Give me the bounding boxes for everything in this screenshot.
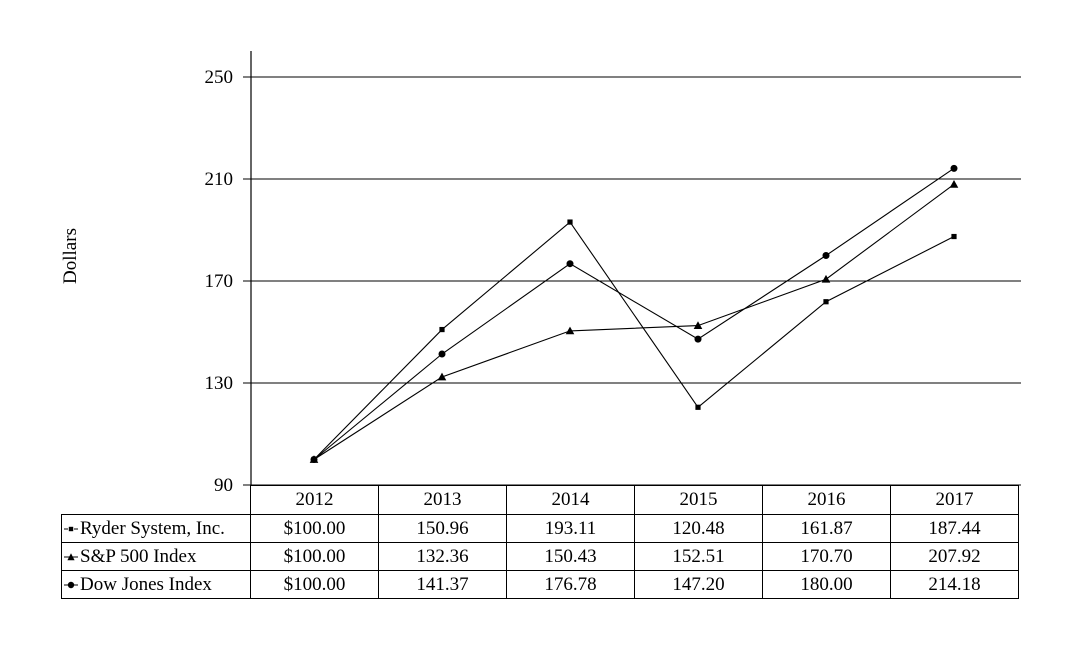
data-point-marker: [822, 252, 830, 259]
y-tick-label: 170: [205, 271, 234, 292]
data-point-marker: [821, 274, 831, 283]
series-label: Dow Jones Index: [80, 573, 212, 595]
value-cell: 207.92: [890, 542, 1019, 571]
year-header-cell: 2012: [250, 485, 379, 515]
series-line-1: [313, 183, 955, 460]
y-tick-label: 210: [205, 169, 234, 190]
series-line-2: [313, 167, 955, 460]
table-row-dowjones: Dow Jones Index $100.00 141.37 176.78 14…: [61, 570, 1019, 599]
value-cell: 150.43: [506, 542, 635, 571]
value-cell: 214.18: [890, 570, 1019, 599]
value-cell: $100.00: [250, 542, 379, 571]
table-row-sp500: S&P 500 Index $100.00 132.36 150.43 152.…: [61, 542, 1019, 571]
y-tick-label: 250: [205, 67, 234, 88]
data-point-marker: [823, 299, 829, 305]
year-header-cell: 2017: [890, 485, 1019, 515]
data-point-marker: [438, 350, 446, 358]
performance-data-table: 2012 2013 2014 2015 2016 2017 Ryder Syst…: [61, 485, 1019, 599]
y-tick-label: 130: [205, 373, 234, 394]
value-cell: 161.87: [762, 514, 891, 543]
legend-key: [64, 551, 78, 563]
square-marker-icon: [64, 526, 78, 531]
value-cell: 150.96: [378, 514, 507, 543]
value-cell: $100.00: [250, 570, 379, 599]
legend-key: [64, 579, 78, 591]
data-point-marker: [949, 180, 959, 188]
value-cell: 132.36: [378, 542, 507, 571]
series-label: Ryder System, Inc.: [80, 517, 225, 539]
series-label: S&P 500 Index: [80, 545, 197, 567]
series-label-cell: Dow Jones Index: [61, 570, 251, 599]
data-point-marker: [951, 233, 957, 240]
triangle-marker-icon: [64, 552, 78, 560]
data-point-marker: [567, 219, 573, 225]
value-cell: 141.37: [378, 570, 507, 599]
value-cell: $100.00: [250, 514, 379, 543]
series-line-0: [313, 221, 955, 460]
data-point-marker: [439, 326, 445, 333]
circle-marker-icon: [64, 581, 78, 588]
value-cell: 176.78: [506, 570, 635, 599]
plot-series-group: [243, 51, 1021, 486]
data-point-marker: [310, 456, 318, 463]
table-stub-cell: [62, 486, 251, 515]
value-cell: 193.11: [506, 514, 635, 543]
data-point-marker: [695, 404, 701, 410]
data-point-marker: [565, 326, 575, 335]
year-header-cell: 2013: [378, 485, 507, 515]
year-header-cell: 2016: [762, 485, 891, 515]
value-cell: 180.00: [762, 570, 891, 599]
y-axis-title: Dollars: [60, 228, 81, 284]
series-label-cell: S&P 500 Index: [61, 542, 251, 571]
data-point-marker: [950, 164, 958, 172]
year-header-cell: 2014: [506, 485, 635, 515]
legend-key: [64, 523, 78, 535]
year-header-cell: 2015: [634, 485, 763, 515]
y-tick-label: 90: [214, 475, 233, 496]
year-header-row: 2012 2013 2014 2015 2016 2017: [62, 485, 1019, 515]
value-cell: 120.48: [634, 514, 763, 543]
value-cell: 187.44: [890, 514, 1019, 543]
value-cell: 152.51: [634, 542, 763, 571]
data-point-marker: [437, 372, 447, 381]
value-cell: 147.20: [634, 570, 763, 599]
data-point-marker: [694, 335, 702, 343]
value-cell: 170.70: [762, 542, 891, 571]
series-label-cell: Ryder System, Inc.: [61, 514, 251, 543]
data-point-marker: [693, 321, 703, 329]
table-row-ryder: Ryder System, Inc. $100.00 150.96 193.11…: [61, 514, 1019, 543]
data-point-marker: [566, 260, 574, 268]
